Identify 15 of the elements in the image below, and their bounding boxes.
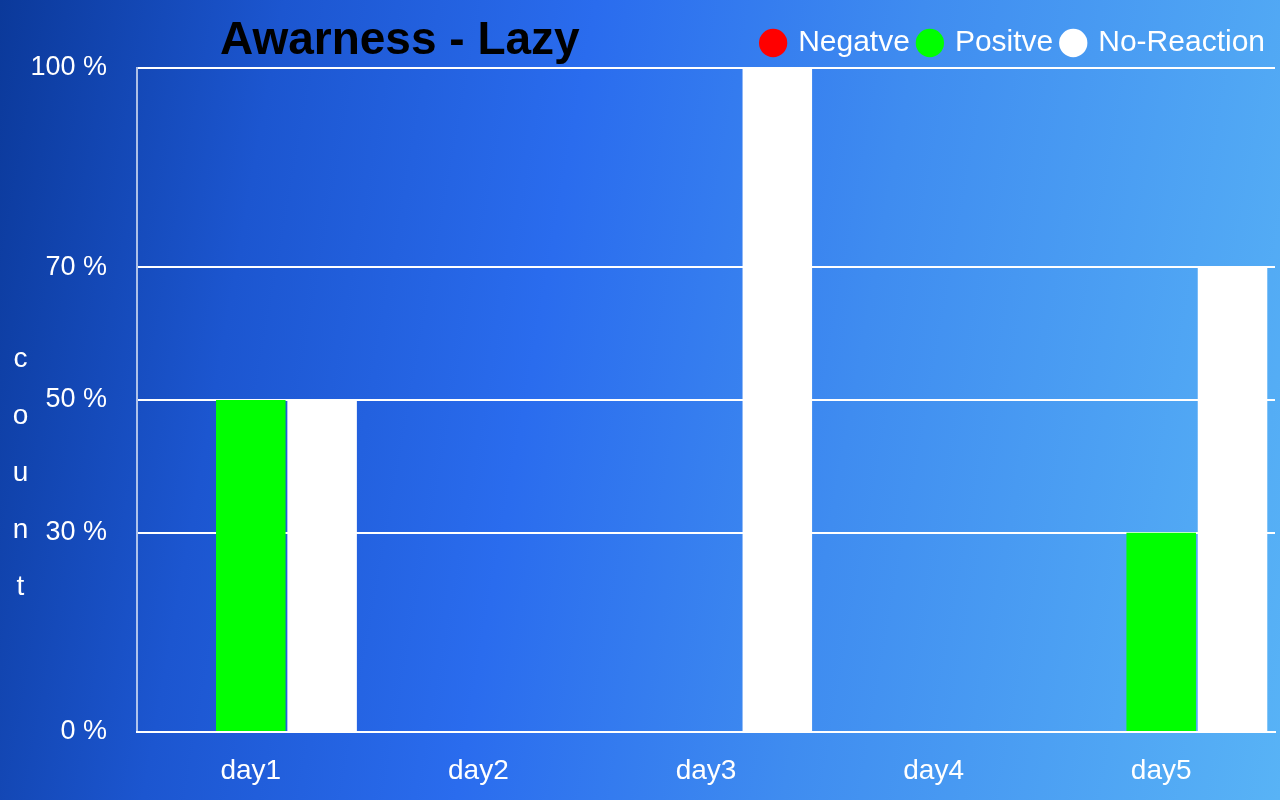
y-tick-label: 70 % <box>45 250 107 281</box>
x-tick-label: day1 <box>220 753 282 785</box>
y-tick-label: 0 % <box>60 715 107 746</box>
y-tick-label: 100 % <box>30 51 107 82</box>
x-tick-label: day4 <box>903 753 964 785</box>
x-tick-label: day3 <box>675 753 737 785</box>
y-tick-label: 50 % <box>45 383 107 414</box>
x-tick-label: day5 <box>1130 753 1192 785</box>
legend-label: Positve <box>954 24 1054 58</box>
chart-title: Awarness - Lazy <box>220 12 580 64</box>
y-tick-label: 30 % <box>45 516 107 547</box>
x-tick-label: day2 <box>448 753 509 785</box>
legend-label: Negatve <box>798 24 910 58</box>
y-axis-title: count <box>5 342 36 627</box>
legend-label: No-Reaction <box>1098 24 1266 58</box>
